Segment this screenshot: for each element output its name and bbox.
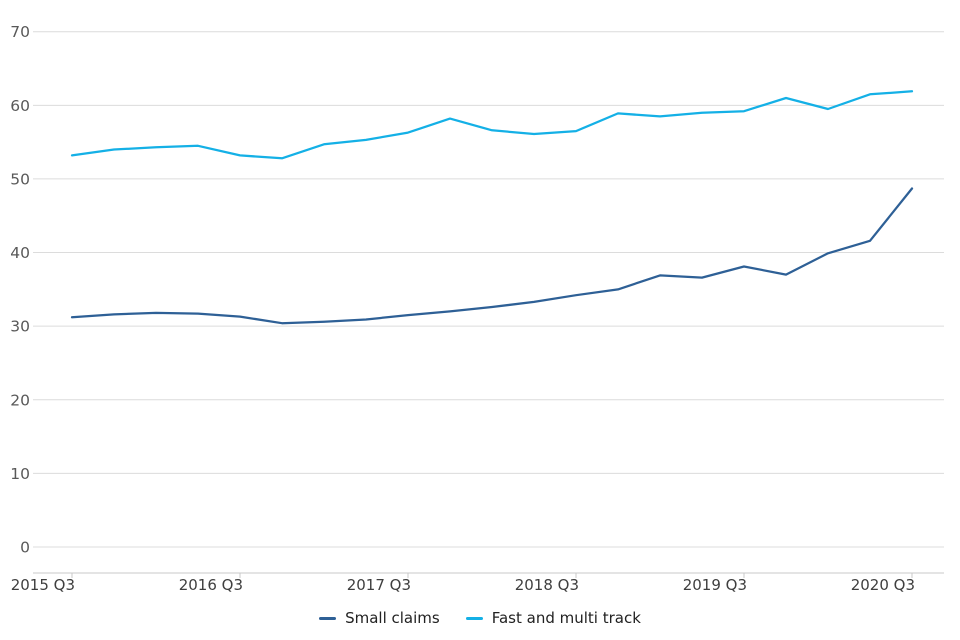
x-axis-tick-label: 2017 Q3 [347,576,411,594]
legend-item-fast-and-multi-track: Fast and multi track [465,609,641,627]
x-axis-tick-label: 2016 Q3 [179,576,243,594]
legend-item-small-claims: Small claims [319,609,440,627]
legend-label: Small claims [345,609,440,627]
y-axis-tick-label: 10 [10,465,30,483]
x-axis-tick-label: 2019 Q3 [683,576,747,594]
legend-dash-icon [465,616,483,620]
chart-legend: Small claims Fast and multi track [0,609,960,627]
legend-dash-icon [319,616,337,620]
x-axis-tick-label: 2018 Q3 [515,576,579,594]
series-line-fast-and-multi-track [70,90,914,160]
y-axis-tick-label: 60 [10,97,30,115]
y-axis-tick-label: 50 [10,170,30,188]
y-axis-tick-label: 30 [10,318,30,336]
y-axis-tick-label: 70 [10,23,30,41]
y-axis-tick-label: 20 [10,391,30,409]
series-line-small-claims [70,187,914,325]
x-axis-tick-label: 2020 Q3 [851,576,915,594]
y-axis-tick-label: 40 [10,244,30,262]
x-axis-tick-label: 2015 Q3 [11,576,75,594]
y-axis-tick-label: 0 [20,539,30,557]
legend-label: Fast and multi track [491,609,641,627]
